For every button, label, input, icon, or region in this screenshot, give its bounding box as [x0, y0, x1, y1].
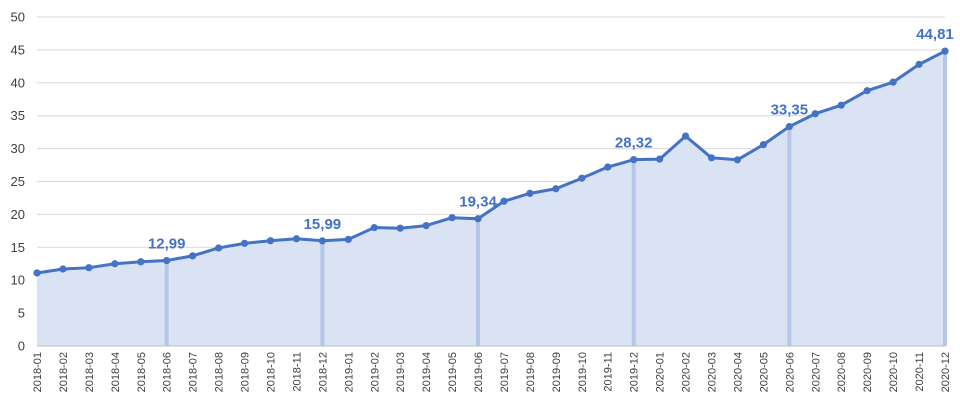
data-point	[837, 101, 845, 109]
x-tick-label: 2020-02	[681, 352, 693, 392]
data-point	[137, 258, 145, 266]
x-tick-label: 2019-05	[447, 352, 459, 392]
data-label: 33,35	[771, 102, 809, 119]
y-tick-label: 35	[11, 108, 25, 123]
y-tick-label: 5	[18, 306, 25, 321]
data-point	[811, 110, 819, 118]
data-point	[526, 189, 534, 197]
data-label: 44,81	[916, 26, 954, 43]
data-point	[915, 60, 923, 68]
x-tick-label: 2018-07	[188, 352, 200, 392]
x-tick-label: 2018-10	[265, 352, 277, 392]
x-tick-label: 2020-01	[655, 352, 667, 392]
data-point	[604, 163, 612, 171]
data-point	[707, 154, 716, 162]
data-point	[396, 224, 404, 232]
x-tick-label: 2018-12	[317, 352, 329, 392]
x-tick-label: 2020-05	[758, 352, 770, 392]
data-point	[240, 239, 249, 247]
x-tick-label: 2019-09	[551, 352, 563, 392]
x-tick-label: 2019-03	[395, 352, 407, 392]
area-fill	[37, 51, 945, 347]
data-point	[33, 269, 41, 277]
x-axis: 2018-01 2018-02 2018-03 2018-04 2018-05 2018-…	[32, 345, 952, 392]
x-tick-label: 2019-12	[629, 352, 641, 392]
data-point	[578, 174, 586, 182]
x-tick-label: 2019-11	[603, 352, 615, 392]
data-point	[863, 87, 871, 95]
x-tick-label: 2019-06	[473, 352, 485, 392]
data-point	[474, 215, 482, 223]
area-shape	[37, 51, 945, 347]
data-point	[59, 265, 67, 273]
x-tick-label: 2019-10	[577, 352, 589, 392]
data-label: 15,99	[304, 216, 342, 233]
data-point	[344, 235, 352, 243]
x-tick-label: 2018-06	[162, 352, 174, 392]
x-tick-label: 2018-04	[110, 352, 122, 392]
data-point	[733, 156, 742, 164]
data-point	[189, 252, 197, 260]
x-tick-label: 2020-04	[732, 352, 744, 392]
x-tick-label: 2018-09	[240, 352, 252, 392]
x-tick-label: 2019-02	[369, 352, 381, 392]
data-point	[630, 156, 638, 164]
data-point	[215, 244, 223, 252]
x-tick-label: 2018-08	[214, 352, 226, 392]
x-tick-label: 2020-07	[810, 352, 822, 392]
data-label: 12,99	[148, 236, 186, 253]
y-tick-label: 25	[11, 174, 25, 189]
data-points	[33, 47, 949, 277]
y-tick-label: 45	[11, 42, 25, 57]
data-point	[111, 260, 119, 268]
data-point	[318, 237, 326, 245]
x-tick-label: 2020-09	[862, 352, 874, 392]
data-point	[759, 141, 768, 149]
y-tick-label: 0	[18, 339, 25, 354]
data-point	[656, 155, 664, 163]
x-tick-label: 2018-02	[58, 352, 70, 392]
data-point	[266, 237, 275, 245]
y-axis: 0 5 10 15 20 25 30 35 40 45 50	[11, 10, 25, 354]
y-tick-label: 40	[11, 75, 25, 90]
x-tick-label: 2018-01	[32, 352, 44, 392]
y-tick-label: 15	[11, 240, 25, 255]
series-polyline	[36, 49, 946, 275]
highlight-drop-lines	[164, 51, 947, 346]
data-point	[681, 132, 690, 140]
y-tick-label: 30	[11, 141, 25, 156]
x-tick-label: 2019-01	[343, 352, 355, 392]
x-tick-label: 2020-11	[914, 352, 926, 392]
x-tick-label: 2019-07	[499, 352, 511, 392]
data-point	[422, 221, 430, 230]
data-point	[163, 256, 171, 265]
data-point	[85, 264, 93, 272]
x-tick-label: 2020-10	[888, 352, 900, 392]
y-tick-label: 50	[11, 10, 25, 25]
data-labels: 12,99 15,99 19,34 28,32 33,35 44,81	[148, 26, 954, 252]
data-point	[292, 235, 301, 243]
x-tick-label: 2020-12	[940, 352, 952, 392]
data-label: 19,34	[459, 194, 497, 211]
x-tick-label: 2020-08	[836, 352, 848, 392]
x-tick-label: 2019-04	[421, 352, 433, 392]
data-label: 28,32	[615, 135, 653, 152]
x-tick-label: 2018-11	[291, 352, 303, 392]
data-point	[448, 214, 456, 222]
y-tick-label: 20	[11, 207, 25, 222]
y-tick-label: 10	[11, 273, 25, 288]
x-tick-label: 2019-08	[525, 352, 537, 392]
data-point	[941, 47, 949, 55]
x-tick-label: 2018-05	[136, 352, 148, 392]
x-tick-label: 2020-03	[707, 352, 719, 392]
data-point	[370, 223, 378, 232]
data-point	[785, 122, 793, 131]
data-point	[500, 197, 508, 205]
series-line	[36, 49, 946, 275]
data-point	[552, 185, 560, 193]
data-point	[889, 78, 897, 86]
x-tick-label: 2018-03	[84, 352, 96, 392]
x-tick-label: 2020-06	[784, 352, 796, 392]
